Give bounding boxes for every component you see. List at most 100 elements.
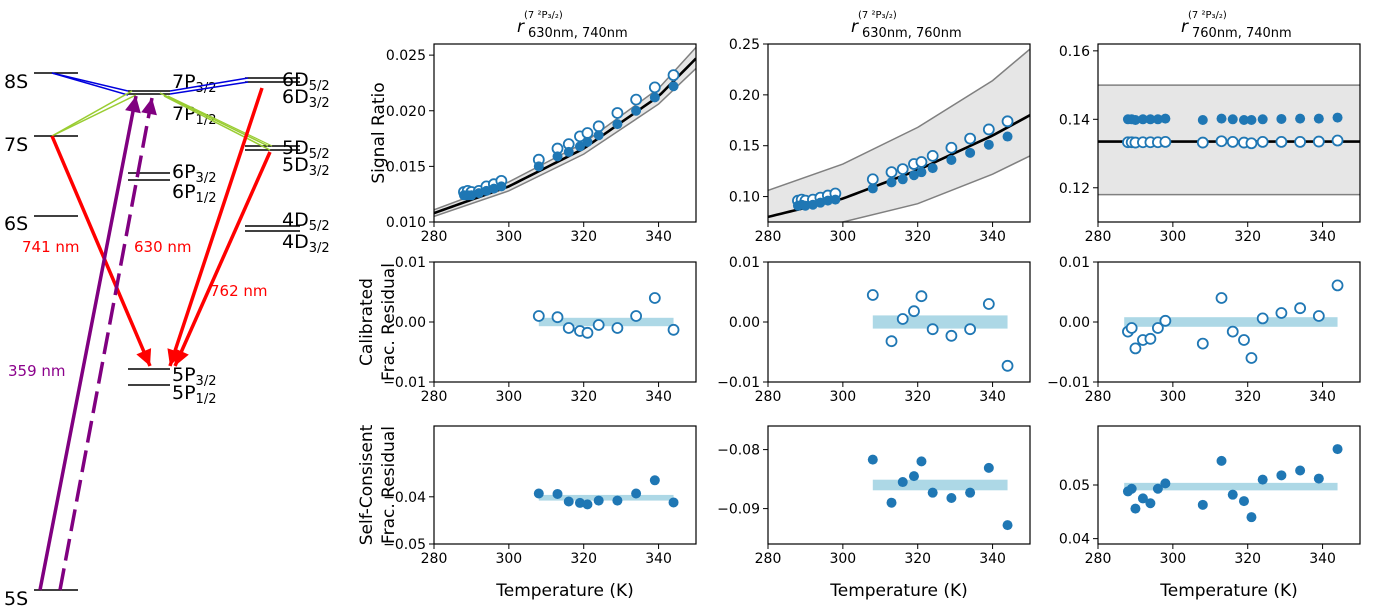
- x-tick-label: 340: [645, 551, 672, 567]
- data-point: [1258, 114, 1268, 124]
- column-title: r(7 ²P₃/₂) 760nm, 740nm: [1181, 10, 1292, 41]
- data-point: [1145, 334, 1155, 344]
- data-point: [928, 151, 938, 161]
- level-label-main: 6P: [172, 161, 196, 183]
- column-title-sup: (7 ²P₃/₂): [858, 10, 897, 21]
- data-point: [564, 497, 574, 507]
- data-point: [1228, 490, 1238, 500]
- level-label: 6S: [4, 213, 28, 235]
- data-point: [594, 130, 604, 140]
- plot-area: [868, 455, 1013, 530]
- column-title: r(7 ²P₃/₂) 630nm, 760nm: [851, 10, 962, 41]
- data-point: [868, 174, 878, 184]
- x-axis-labels: Temperature (K) Temperature (K) Temperatur…: [495, 581, 1298, 601]
- data-point: [946, 331, 956, 341]
- data-point: [1003, 520, 1013, 530]
- plot-area: [1098, 85, 1360, 195]
- x-tick-label: 280: [421, 389, 448, 405]
- data-point: [1314, 114, 1324, 124]
- data-point: [594, 496, 604, 506]
- x-tick-label: 280: [421, 551, 448, 567]
- x-tick-label: 300: [495, 551, 522, 567]
- level-label-main: 5D: [282, 154, 309, 176]
- x-tick-label: 320: [904, 551, 931, 567]
- y-tick-label: −0.09: [717, 502, 760, 518]
- panel-r0c2: 280 300 320 340 0.12 0.14 0.16: [1059, 44, 1360, 245]
- data-point: [1246, 353, 1256, 363]
- data-point: [984, 140, 994, 150]
- data-point: [564, 147, 574, 157]
- data-point: [1003, 116, 1013, 126]
- data-point: [1127, 323, 1137, 333]
- data-point: [1130, 504, 1140, 514]
- data-point: [984, 299, 994, 309]
- y-tick-label: 0.00: [395, 315, 426, 331]
- x-tick-label: 300: [1159, 551, 1186, 567]
- x-tick-label: 340: [1309, 551, 1336, 567]
- x-tick-label: 280: [421, 229, 448, 245]
- y-tick-label: −0.08: [717, 443, 760, 459]
- wavelength-label: 741 nm: [22, 238, 80, 256]
- arrow-359nm-dashed: [60, 98, 152, 590]
- data-point: [1003, 361, 1013, 371]
- x-tick-label: 280: [1085, 229, 1112, 245]
- y-tick-label: 0.12: [1059, 181, 1090, 197]
- data-point: [1333, 280, 1343, 290]
- x-tick-label: 340: [645, 389, 672, 405]
- data-point: [650, 92, 660, 102]
- row-label: Calibrated: [357, 278, 377, 366]
- data-point: [534, 488, 544, 498]
- data-point: [1239, 335, 1249, 345]
- wavelength-label: 762 nm: [210, 282, 268, 300]
- x-tick-label: 280: [1085, 551, 1112, 567]
- data-point: [909, 306, 919, 316]
- arrow-359nm: [40, 96, 136, 590]
- wavelength-label: 359 nm: [8, 362, 66, 380]
- transition-8S-7P: [52, 73, 128, 95]
- y-tick-label: 0.015: [386, 159, 426, 175]
- x-tick-label: 300: [829, 389, 856, 405]
- x-tick-label: 280: [755, 551, 782, 567]
- y-tick-label: 0.025: [386, 48, 426, 64]
- data-point: [887, 336, 897, 346]
- data-point: [1295, 303, 1305, 313]
- y-tick-label: −0.01: [383, 375, 426, 391]
- x-tick-label: 320: [1234, 229, 1261, 245]
- y-tick-label: 0.20: [729, 88, 760, 104]
- data-point: [965, 488, 975, 498]
- level-label-main: 7S: [4, 134, 28, 156]
- y-tick-label: 0.00: [1059, 315, 1090, 331]
- data-point: [1160, 114, 1170, 124]
- data-point: [669, 325, 679, 335]
- data-point: [1228, 114, 1238, 124]
- x-tick-label: 280: [755, 389, 782, 405]
- data-point: [1130, 343, 1140, 353]
- column-title: r(7 ²P₃/₂) 630nm, 740nm: [517, 10, 628, 41]
- x-tick-label: 340: [979, 229, 1006, 245]
- y-tick-label: −0.01: [1047, 375, 1090, 391]
- data-point: [898, 314, 908, 324]
- data-point: [916, 157, 926, 167]
- level-label-main: 4D: [282, 209, 309, 231]
- data-point: [1217, 114, 1227, 124]
- y-tick-label: 0.020: [386, 104, 426, 120]
- level-label-sub: 1/2: [196, 191, 217, 206]
- plot-area: [534, 475, 679, 509]
- panel-r0c0: 280 300 320 340 0.010 0.015 0.020 0.025: [386, 44, 696, 245]
- data-point: [1314, 137, 1324, 147]
- x-tick-label: 300: [829, 229, 856, 245]
- x-tick-label: 320: [1234, 389, 1261, 405]
- data-point: [887, 167, 897, 177]
- data-point: [946, 155, 956, 165]
- row-label: Frac. Residual: [379, 426, 399, 544]
- residual-band: [873, 315, 1008, 328]
- data-point: [898, 477, 908, 487]
- data-point: [612, 496, 622, 506]
- data-point: [1333, 444, 1343, 454]
- plot-area: [434, 47, 696, 216]
- x-tick-label: 320: [1234, 551, 1261, 567]
- level-label-main: 5P: [172, 382, 196, 404]
- plot-area: [1123, 280, 1343, 363]
- data-point: [1314, 311, 1324, 321]
- level-label: 8S: [4, 71, 28, 93]
